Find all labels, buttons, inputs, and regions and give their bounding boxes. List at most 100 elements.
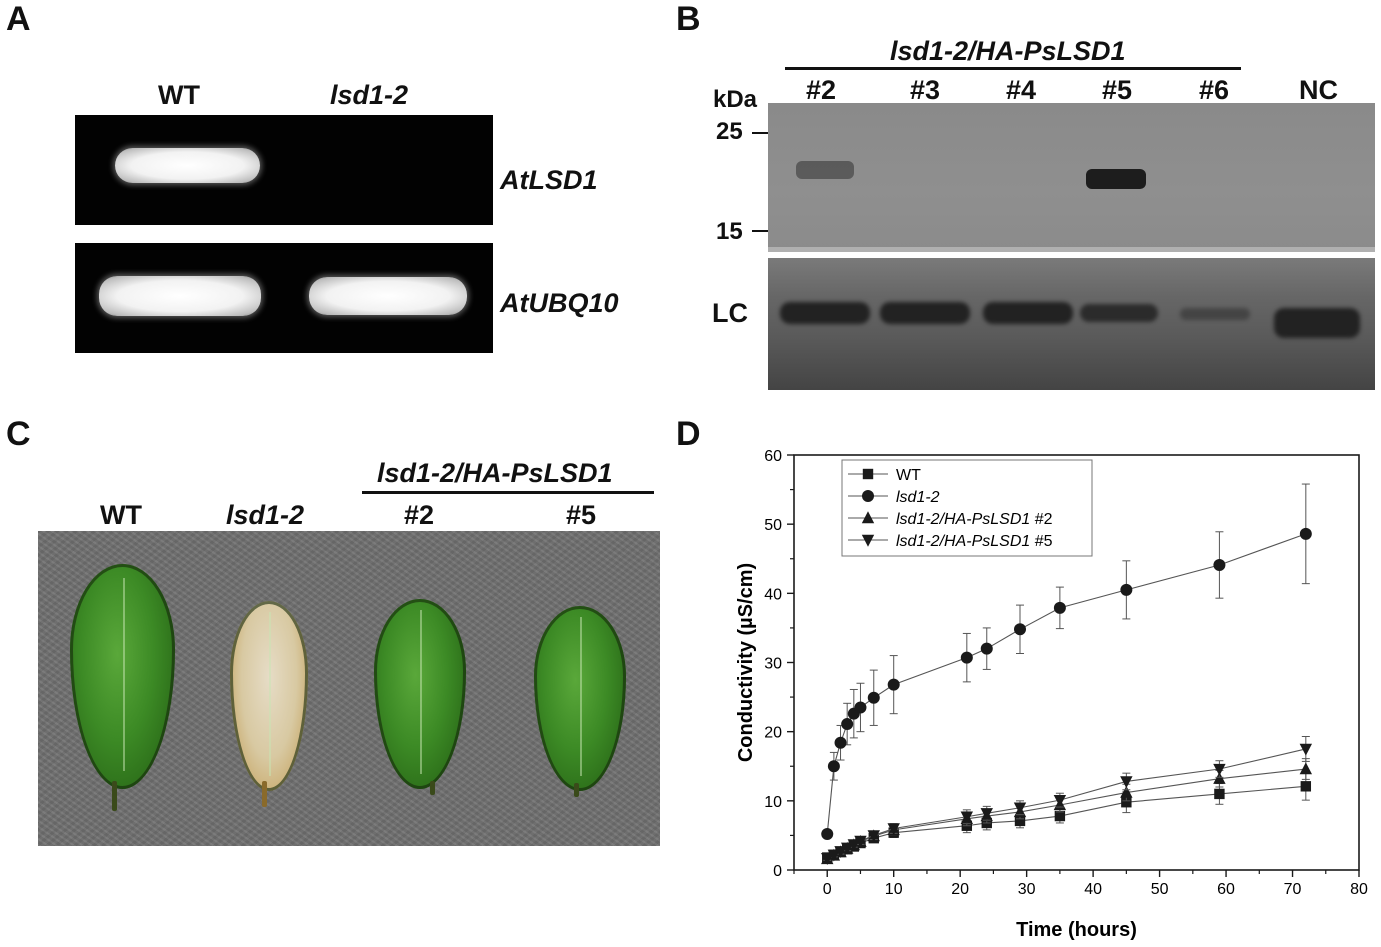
lane-label-2: #2 — [806, 75, 837, 105]
series-3-point — [821, 853, 834, 865]
lane-label-nc: NC — [1299, 75, 1338, 105]
series-2-point — [1299, 762, 1313, 775]
series-0-point — [1054, 810, 1066, 822]
x-tick-label: 10 — [885, 881, 903, 898]
lc-band-5 — [1080, 304, 1158, 322]
panel-d-letter: D — [676, 415, 701, 453]
series-1-point — [1053, 601, 1066, 614]
series-1-point — [821, 828, 834, 841]
x-tick-label: 50 — [1151, 881, 1169, 898]
legend-label: lsd1-2/HA-PsLSD1 #2 — [896, 511, 1053, 528]
series-1-point — [827, 760, 840, 773]
y-tick-label: 20 — [764, 725, 782, 742]
leaf-wt — [70, 564, 175, 789]
mw-marker-25: 25 — [716, 118, 743, 145]
series-3-point — [827, 849, 841, 862]
leaf-lsd1-2-stem — [262, 781, 267, 807]
blot-band-5 — [1086, 169, 1146, 189]
series-3-point — [867, 830, 880, 843]
y-tick-label: 0 — [773, 863, 782, 880]
legend-label: lsd1-2 — [896, 489, 940, 506]
mw-tick-15 — [752, 230, 768, 232]
series-3-point — [1299, 743, 1313, 756]
gel-band-mut-atubq10 — [309, 277, 467, 315]
panel-c-group-label: lsd1-2/HA-PsLSD1 — [377, 458, 613, 488]
lc-band-2 — [780, 302, 870, 324]
x-tick-label: 70 — [1284, 881, 1302, 898]
lane-label-5: #5 — [1102, 75, 1133, 105]
x-tick-label: 20 — [951, 881, 969, 898]
lane-label-4: #4 — [1006, 75, 1037, 105]
legend-marker — [861, 511, 875, 524]
legend-label: WT — [896, 467, 921, 484]
series-3-point — [887, 823, 900, 836]
series-1-point — [887, 678, 900, 691]
gel-atlsd1 — [75, 115, 493, 225]
mw-marker-15: 15 — [716, 218, 743, 245]
y-tick-label: 30 — [764, 656, 782, 673]
lc-band-3 — [880, 302, 970, 324]
series-3-point — [1120, 776, 1133, 789]
lane-label-6: #6 — [1199, 75, 1230, 105]
lc-band-nc — [1274, 308, 1360, 338]
series-3-point — [980, 808, 993, 820]
series-1-point — [834, 736, 847, 749]
series-3-point — [840, 842, 854, 855]
series-1-point — [1120, 583, 1133, 596]
x-tick-label: 80 — [1350, 881, 1368, 898]
panel-a-mutant-label: lsd1-2 — [330, 80, 409, 110]
x-tick-label: 30 — [1018, 881, 1036, 898]
series-1-point — [841, 718, 854, 731]
gel-atubq10 — [75, 243, 493, 353]
panel-b-group-label: lsd1-2/HA-PsLSD1 — [890, 36, 1126, 66]
series-3-point — [847, 839, 861, 852]
y-tick-label: 10 — [764, 794, 782, 811]
panel-c-group-line — [362, 491, 654, 494]
x-tick-label: 0 — [823, 881, 832, 898]
lc-band-4 — [983, 302, 1073, 324]
gel-band-wt-atlsd1 — [115, 148, 260, 183]
panel-c-line2-label: #2 — [404, 500, 435, 530]
kda-label: kDa — [713, 86, 758, 113]
series-2-point — [1213, 772, 1226, 784]
leaf-line-5-stem — [574, 783, 579, 797]
series-3-point — [1053, 794, 1067, 807]
lc-band-6 — [1180, 308, 1250, 320]
legend-marker — [862, 490, 874, 502]
panel-c-letter: C — [6, 415, 31, 453]
loading-control-label: LC — [712, 298, 748, 328]
gene-label-atubq10: AtUBQ10 — [500, 288, 619, 318]
legend-marker — [861, 534, 875, 547]
leaf-line-2 — [374, 599, 466, 789]
leaf-line-5 — [534, 606, 626, 791]
y-tick-label: 60 — [764, 448, 782, 465]
leaf-lsd1-2 — [230, 601, 308, 791]
y-tick-label: 50 — [764, 517, 782, 534]
series-2-point — [1120, 785, 1133, 798]
conductivity-chart: 0 10 20 30 40 50 60 70 80 0 10 20 30 40 50 60 Time (hour… — [735, 448, 1368, 941]
leaf-wt-stem — [112, 781, 117, 811]
x-tick-label: 60 — [1217, 881, 1235, 898]
series-1-point — [867, 691, 880, 704]
panel-c-line5-label: #5 — [566, 500, 597, 530]
panel-b-letter: B — [676, 0, 701, 38]
panel-b-group-line — [785, 67, 1241, 70]
panel-a-letter: A — [6, 0, 31, 38]
series-3-point — [1013, 802, 1027, 815]
legend-label: lsd1-2/HA-PsLSD1 #5 — [896, 533, 1053, 550]
x-tick-label: 40 — [1084, 881, 1102, 898]
series-3-point — [1213, 763, 1226, 776]
series-3-point — [854, 835, 867, 848]
panel-a-wt-label: WT — [158, 80, 200, 110]
x-axis-label: Time (hours) — [1016, 919, 1137, 941]
western-blot-lc — [768, 258, 1375, 390]
blot-separator — [768, 247, 1375, 252]
y-axis-label: Conductivity (µS/cm) — [735, 563, 757, 762]
series-0-line — [827, 785, 1306, 859]
series-1-point — [960, 651, 973, 664]
leaf-photo — [38, 531, 660, 846]
leaf-line-2-stem — [430, 781, 435, 795]
panel-c-wt-label: WT — [100, 500, 142, 530]
series-1-point — [854, 701, 867, 714]
western-blot-ha — [768, 103, 1375, 251]
